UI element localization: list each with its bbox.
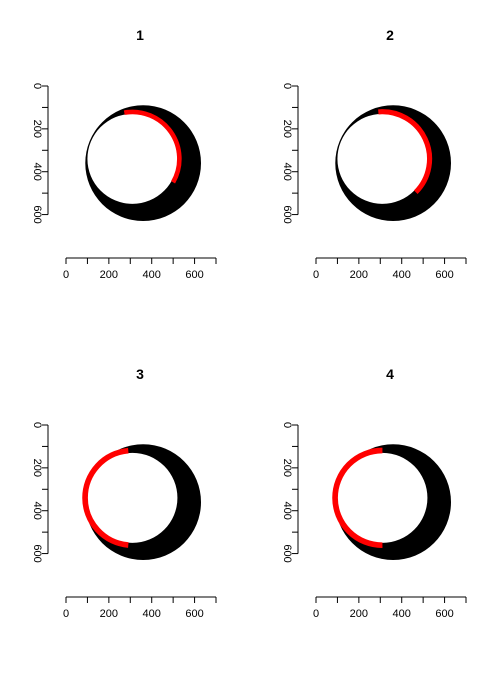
red-edge-points — [123, 109, 182, 184]
y-tick-label: 400 — [281, 163, 293, 181]
black-ring-points — [85, 105, 201, 222]
y-tick-label: 200 — [31, 459, 43, 477]
plot-marks — [85, 105, 201, 222]
red-edge-points — [332, 447, 383, 549]
x-tick-label: 600 — [185, 269, 203, 281]
y-tick-label: 0 — [31, 83, 43, 89]
chart-panel-2: 2 0 200 400 600 0 200 400 600 — [281, 27, 467, 281]
y-tick-label: 0 — [281, 83, 293, 89]
y-tick-label: 600 — [31, 544, 43, 562]
chart-title: 3 — [136, 366, 144, 382]
y-tick-label: 0 — [31, 422, 43, 428]
x-tick-label: 600 — [435, 269, 453, 281]
y-tick-label: 400 — [281, 502, 293, 520]
y-tick-label: 200 — [281, 459, 293, 477]
x-tick-label: 0 — [313, 269, 319, 281]
red-edge-points — [378, 109, 433, 195]
chart-title: 4 — [386, 366, 394, 382]
black-ring-points — [85, 444, 201, 561]
chart-panel-3: 3 0 200 400 600 0 200 400 600 — [31, 366, 217, 620]
x-tick-label: 0 — [63, 608, 69, 620]
y-tick-label: 600 — [281, 205, 293, 223]
x-tick-label: 0 — [63, 269, 69, 281]
y-tick-label: 600 — [31, 205, 43, 223]
chart-title: 2 — [386, 27, 394, 43]
x-tick-label: 400 — [143, 269, 161, 281]
chart-title: 1 — [136, 27, 144, 43]
y-tick-label: 0 — [281, 422, 293, 428]
x-tick-label: 600 — [185, 608, 203, 620]
x-tick-label: 0 — [313, 608, 319, 620]
chart-panel-4: 4 0 200 400 600 0 200 400 600 — [281, 366, 467, 620]
y-tick-label: 200 — [31, 120, 43, 138]
x-tick-label: 200 — [100, 269, 118, 281]
x-tick-label: 400 — [393, 608, 411, 620]
x-tick-label: 200 — [100, 608, 118, 620]
red-edge-points — [82, 447, 129, 548]
x-tick-label: 400 — [143, 608, 161, 620]
x-tick-label: 200 — [350, 269, 368, 281]
black-ring-points — [335, 105, 451, 221]
plot-marks — [332, 444, 451, 560]
y-tick-label: 600 — [281, 544, 293, 562]
plot-marks — [335, 105, 451, 221]
x-tick-label: 600 — [435, 608, 453, 620]
x-tick-label: 400 — [393, 269, 411, 281]
black-ring-points — [335, 444, 451, 560]
y-tick-label: 400 — [31, 502, 43, 520]
y-tick-label: 400 — [31, 163, 43, 181]
plot-marks — [82, 444, 201, 561]
y-tick-label: 200 — [281, 120, 293, 138]
x-tick-label: 200 — [350, 608, 368, 620]
chart-panel-1: 1 0 200 400 600 0 200 400 600 — [31, 27, 217, 281]
